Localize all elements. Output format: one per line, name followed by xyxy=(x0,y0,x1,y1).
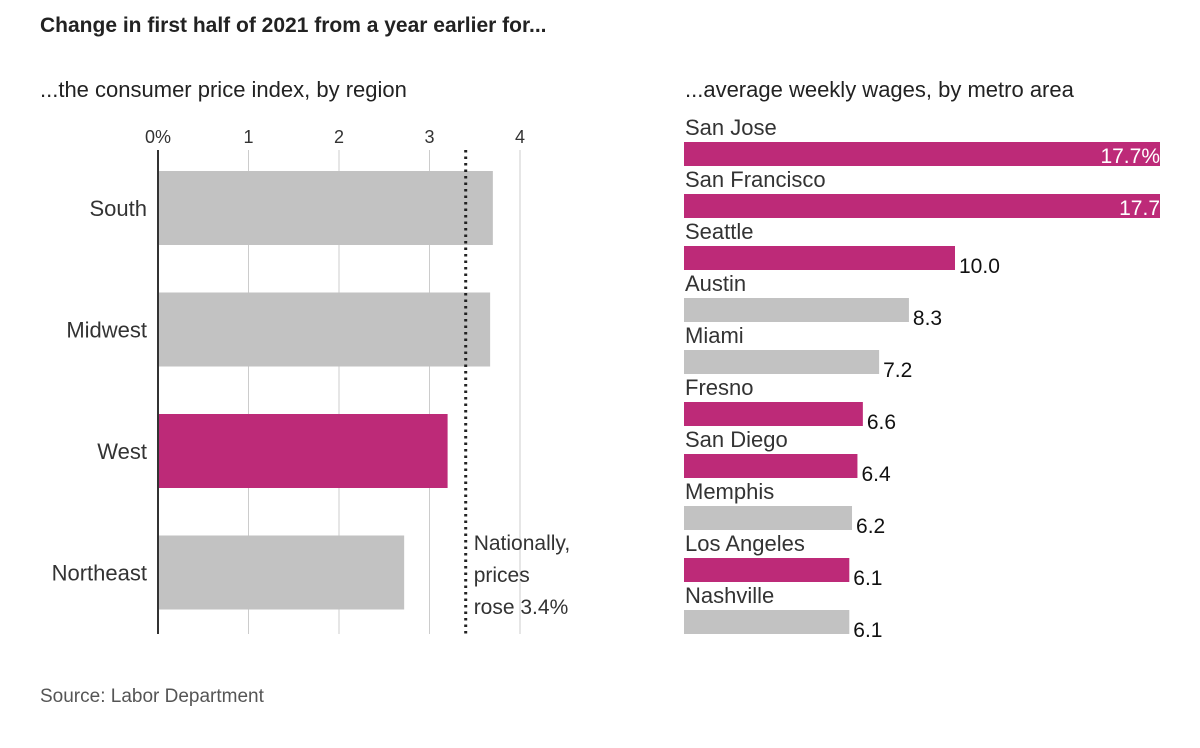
cpi-category-label: South xyxy=(90,196,148,221)
metro-label: Austin xyxy=(685,271,746,296)
wage-bar-miami xyxy=(684,350,880,374)
cpi-category-label: Northeast xyxy=(52,561,147,586)
wage-bar-memphis xyxy=(684,506,853,530)
wages-chart-subtitle: ...average weekly wages, by metro area xyxy=(685,77,1074,102)
wage-bar-seattle xyxy=(684,246,955,270)
cpi-category-label: West xyxy=(97,439,147,464)
wage-value-label: 10.0 xyxy=(959,255,1000,278)
wage-value-label: 17.7 xyxy=(1119,197,1160,220)
wage-bar-san-diego xyxy=(684,454,858,478)
metro-label: San Jose xyxy=(685,115,777,140)
chart-title: Change in first half of 2021 from a year… xyxy=(40,14,547,37)
cpi-bar-northeast xyxy=(158,535,405,610)
metro-label: San Francisco xyxy=(685,167,826,192)
metro-label: Memphis xyxy=(685,479,774,504)
metro-label: Seattle xyxy=(685,219,754,244)
cpi-tick-label: 3 xyxy=(424,127,434,147)
wage-value-label: 6.1 xyxy=(853,567,882,590)
wage-bar-los-angeles xyxy=(684,558,850,582)
metro-label: Nashville xyxy=(685,583,774,608)
metro-label: San Diego xyxy=(685,427,788,452)
wage-bar-austin xyxy=(684,298,909,322)
national-average-annotation: Nationally, xyxy=(474,532,571,555)
cpi-tick-label: 1 xyxy=(243,127,253,147)
wage-value-label: 6.1 xyxy=(853,619,882,642)
cpi-chart-subtitle: ...the consumer price index, by region xyxy=(40,77,407,102)
wage-value-label: 7.2 xyxy=(883,359,912,382)
metro-label: Miami xyxy=(685,323,744,348)
wage-bar-fresno xyxy=(684,402,863,426)
wage-value-label: 6.6 xyxy=(867,411,896,434)
cpi-category-label: Midwest xyxy=(66,318,147,343)
wage-value-label: 6.2 xyxy=(856,515,885,538)
cpi-tick-label: 4 xyxy=(515,127,525,147)
wage-value-label: 17.7% xyxy=(1100,145,1160,168)
cpi-tick-label: 0% xyxy=(145,127,171,147)
cpi-bar-west xyxy=(158,414,448,488)
wage-bar-nashville xyxy=(684,610,850,634)
metro-label: Los Angeles xyxy=(685,531,805,556)
wage-bar-san-jose xyxy=(684,142,1160,166)
wage-value-label: 6.4 xyxy=(861,463,891,486)
cpi-bar-south xyxy=(158,171,493,245)
national-average-annotation: rose 3.4% xyxy=(474,596,569,619)
cpi-tick-label: 2 xyxy=(334,127,344,147)
wage-value-label: 8.3 xyxy=(913,307,942,330)
national-average-annotation: prices xyxy=(474,564,530,587)
metro-label: Fresno xyxy=(685,375,753,400)
cpi-bar-midwest xyxy=(158,292,491,367)
source-note: Source: Labor Department xyxy=(40,686,264,707)
wage-bar-san-francisco xyxy=(684,194,1160,218)
